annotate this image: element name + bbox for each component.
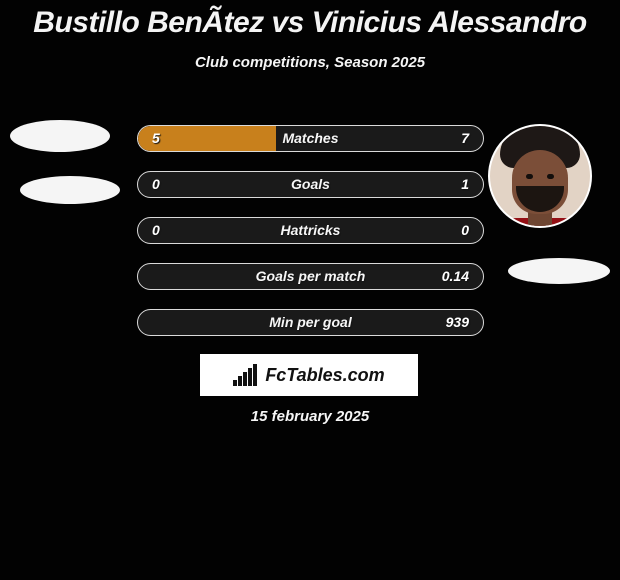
stat-value-right: 7 [461, 126, 469, 151]
subtitle: Club competitions, Season 2025 [0, 54, 620, 71]
page-title: Bustillo BenÃ­tez vs Vinicius Alessandro [0, 0, 620, 40]
stat-value-right: 1 [461, 172, 469, 197]
stat-row: 5Matches7 [137, 125, 484, 152]
stat-value-right: 939 [446, 310, 469, 335]
right-player-avatar [488, 124, 592, 228]
stat-row: 0Hattricks0 [137, 217, 484, 244]
comparison-card: Bustillo BenÃ­tez vs Vinicius Alessandro… [0, 0, 620, 580]
bar-chart-icon [233, 364, 259, 386]
stat-label: Min per goal [138, 310, 483, 335]
left-player-avatar-placeholder-1 [10, 120, 110, 152]
stat-value-right: 0.14 [442, 264, 469, 289]
stat-label: Matches [138, 126, 483, 151]
stat-label: Goals [138, 172, 483, 197]
stat-row: Goals per match0.14 [137, 263, 484, 290]
stat-row: Min per goal939 [137, 309, 484, 336]
stat-label: Goals per match [138, 264, 483, 289]
date-label: 15 february 2025 [0, 408, 620, 425]
face-icon [490, 126, 590, 226]
branding-banner[interactable]: FcTables.com [200, 354, 418, 396]
stat-label: Hattricks [138, 218, 483, 243]
stat-value-right: 0 [461, 218, 469, 243]
branding-text: FcTables.com [265, 365, 384, 386]
right-player-team-placeholder [508, 258, 610, 284]
left-player-team-placeholder [20, 176, 120, 204]
stats-rows: 5Matches70Goals10Hattricks0Goals per mat… [137, 125, 484, 355]
stat-row: 0Goals1 [137, 171, 484, 198]
